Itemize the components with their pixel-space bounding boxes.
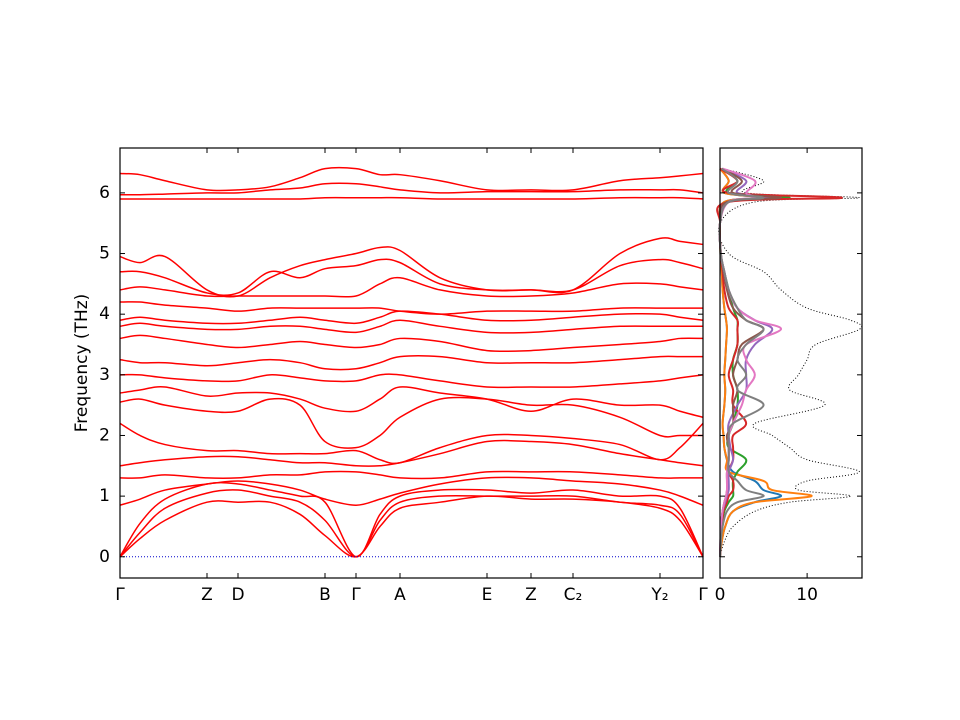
band-line (119, 276, 704, 298)
x-tick-label: Γ (115, 585, 125, 605)
x-tick-label: B (319, 585, 331, 605)
plot-frame (119, 147, 704, 579)
x-tick-label: Γ (698, 585, 708, 605)
band-line (119, 396, 703, 449)
band-line (119, 489, 704, 558)
x-tick-label: A (394, 585, 406, 605)
x-tick-label: E (482, 585, 493, 605)
x-tick-label: 10 (796, 585, 818, 605)
plot-frame (719, 147, 863, 579)
band-line (120, 196, 704, 200)
band-line (119, 301, 703, 315)
x-tick-label: Z (525, 585, 537, 605)
band-line (119, 476, 704, 506)
band-line (119, 422, 704, 465)
x-tick-label: Z (201, 585, 213, 605)
band-line (119, 386, 704, 419)
dos-line (716, 167, 843, 557)
x-tick-label: Y₂ (650, 585, 668, 605)
x-tick-label: C₂ (564, 585, 583, 605)
y-axis-label: Frequency (THz) (72, 294, 92, 433)
band-line (119, 470, 703, 480)
band-line (119, 237, 704, 298)
band-line (119, 182, 704, 196)
y-tick-label: 6 (99, 183, 110, 203)
band-line (119, 166, 704, 192)
x-tick-label: 0 (715, 585, 726, 605)
band-line (119, 310, 704, 325)
y-tick-label: 5 (99, 244, 110, 264)
y-tick-label: 0 (99, 547, 110, 567)
band-line (119, 495, 704, 558)
y-tick-label: 2 (99, 425, 110, 445)
band-line (119, 319, 703, 334)
y-tick-label: 3 (99, 365, 110, 385)
band-line (119, 373, 704, 389)
band-line (119, 258, 704, 296)
band-line (119, 355, 703, 371)
y-tick-label: 1 (99, 486, 110, 506)
x-tick-label: D (231, 585, 244, 605)
x-tick-label: Γ (351, 585, 361, 605)
dos-line (718, 168, 863, 557)
band-line (119, 334, 704, 353)
band-line (119, 439, 704, 467)
y-tick-label: 4 (99, 304, 110, 324)
